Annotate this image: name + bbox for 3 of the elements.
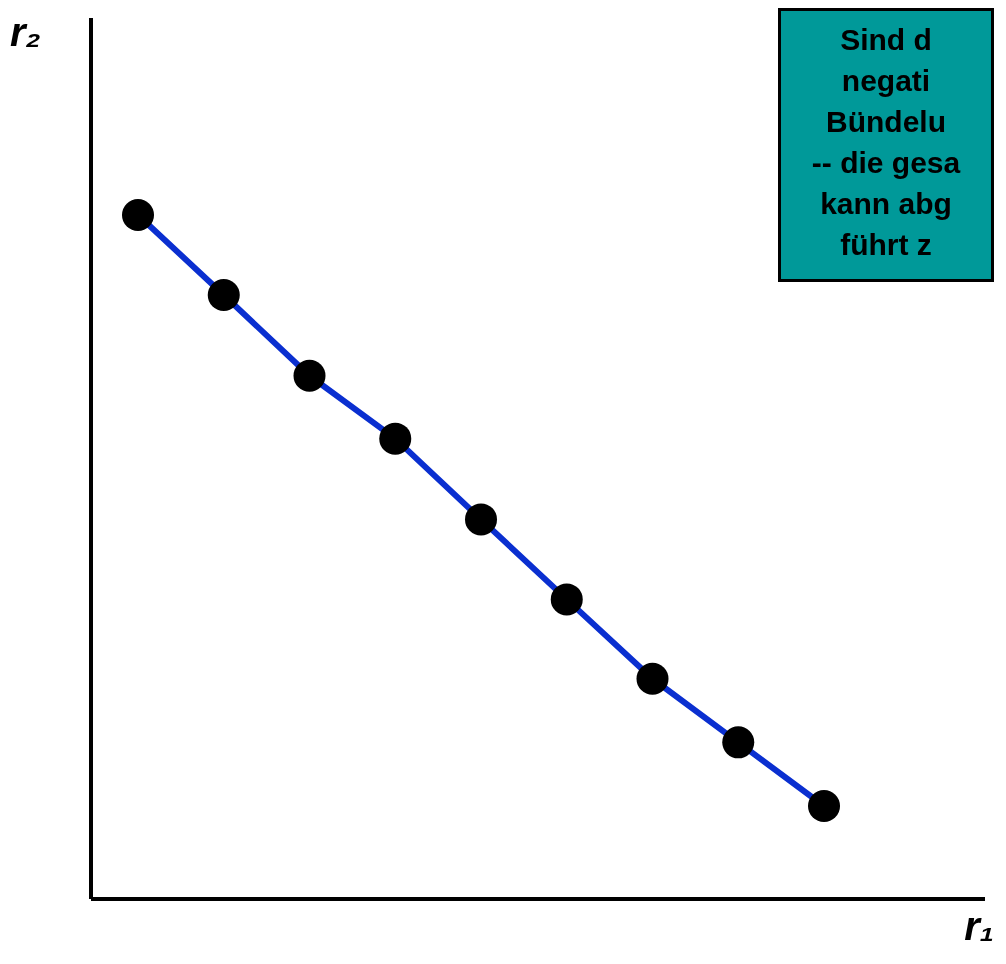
annotation: Sind d negati Bündelu -- die gesa kann abg führt z <box>778 8 994 282</box>
x-axis-title: r₁ <box>964 904 994 949</box>
y-axis-title: r₂ <box>10 10 41 55</box>
